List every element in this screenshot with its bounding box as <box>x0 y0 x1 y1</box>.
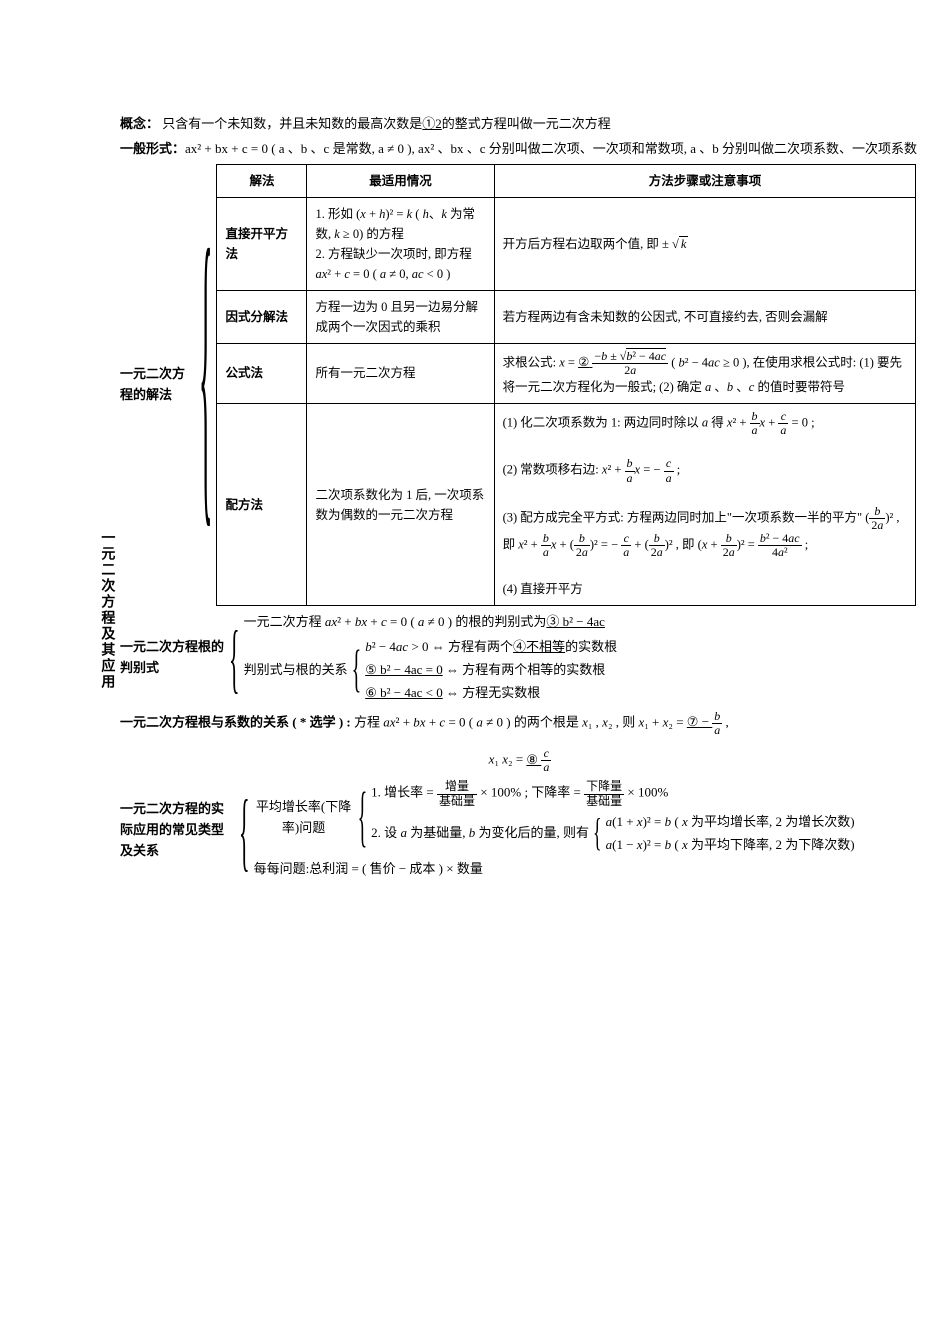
th-method: 解法 <box>217 164 307 197</box>
method-1-name: 直接开平方法 <box>217 197 307 290</box>
method-2-name: 因式分解法 <box>217 290 307 343</box>
growth-2b: a(1 − x)² = b ( x 为平均下降率, 2 为下降次数) <box>606 835 855 856</box>
general-form-text: ax² + bx + c = 0 ( a 、b 、c 是常数, a ≠ 0 ),… <box>185 141 917 156</box>
th-steps: 方法步骤或注意事项 <box>494 164 916 197</box>
rel-2: ⑤ b² − 4ac = 0 ⇔ 方程有两个相等的实数根 <box>365 660 617 681</box>
general-form-row: 一般形式：ax² + bx + c = 0 ( a 、b 、c 是常数, a ≠… <box>120 139 920 160</box>
table-row: 直接开平方法 1. 形如 (x + h)² = k ( h、k 为常数, k ≥… <box>217 197 916 290</box>
rel-1: b² − 4ac > 0 ⇔ 方程有两个④不相等的实数根 <box>365 637 617 658</box>
table-row: 配方法 二次项系数化为 1 后, 一次项系数为偶数的一元二次方程 (1) 化二次… <box>217 403 916 606</box>
blank-2: ② −b ± √b² − 4ac2a <box>578 355 668 369</box>
method-3-name: 公式法 <box>217 343 307 403</box>
th-situation: 最适用情况 <box>307 164 494 197</box>
disc-relations: 判别式与根的关系 { b² − 4ac > 0 ⇔ 方程有两个④不相等的实数根 … <box>244 635 618 705</box>
brace-icon: { <box>239 760 250 901</box>
application-block: 一元二次方程的实际应用的常见类型及关系 { 平均增长率(下降率)问题 { 1. … <box>120 778 920 882</box>
solving-block: 一元二次方程的解法 { 解法 最适用情况 方法步骤或注意事项 直接开平方法 1.… <box>120 164 920 607</box>
disc-line-1: 一元二次方程 ax² + bx + c = 0 ( a ≠ 0 ) 的根的判别式… <box>244 612 618 633</box>
method-4-name: 配方法 <box>217 403 307 606</box>
concept-label: 概念： <box>120 116 159 131</box>
method-4-sit: 二次项系数化为 1 后, 一次项系数为偶数的一元二次方程 <box>307 403 494 606</box>
discriminant-body: 一元二次方程 ax² + bx + c = 0 ( a ≠ 0 ) 的根的判别式… <box>244 610 618 705</box>
blank-1: ①2 <box>422 116 442 131</box>
table-header-row: 解法 最适用情况 方法步骤或注意事项 <box>217 164 916 197</box>
brace-icon: { <box>358 763 368 872</box>
vertical-title: 一元二次方程及其应用 <box>95 530 117 690</box>
application-label: 一元二次方程的实际应用的常见类型及关系 <box>120 799 235 861</box>
application-body: 平均增长率(下降率)问题 { 1. 增长率 = 增量基础量 × 100% ; 下… <box>254 778 855 882</box>
brace-icon: { <box>199 217 212 553</box>
each-line: 每每问题:总利润 = ( 售价 − 成本 ) × 数量 <box>254 859 855 880</box>
concept-row: 概念： 只含有一个未知数，并且未知数的最高次数是①2的整式方程叫做一元二次方程 <box>120 114 920 135</box>
growth-label: 平均增长率(下降率)问题 <box>254 797 354 839</box>
brace-icon: { <box>593 802 602 865</box>
method-2-sit: 方程一边为 0 且另一边易分解成两个一次因式的乘积 <box>307 290 494 343</box>
method-1-steps: 开方后方程右边取两个值, 即 ± √k <box>494 197 916 290</box>
solving-label: 一元二次方程的解法 <box>120 364 195 406</box>
rel-3: ⑥ b² − 4ac < 0 ⇔ 方程无实数根 <box>365 683 617 704</box>
blank-5: ⑤ b² − 4ac = 0 <box>365 662 443 677</box>
growth-sub: a(1 + x)² = b ( x 为平均增长率, 2 为增长次数) a(1 −… <box>606 810 855 858</box>
growth-lines: 1. 增长率 = 增量基础量 × 100% ; 下降率 = 下降量基础量 × 1… <box>371 778 854 857</box>
blank-3: ③ b² − 4ac <box>546 614 605 629</box>
concept-pre: 只含有一个未知数，并且未知数的最高次数是 <box>162 116 422 131</box>
blank-8: ⑧ ca <box>526 752 551 767</box>
growth-line-1: 1. 增长率 = 增量基础量 × 100% ; 下降率 = 下降量基础量 × 1… <box>371 780 854 807</box>
growth-line-2: 2. 设 a 为基础量, b 为变化后的量, 则有 { a(1 + x)² = … <box>371 810 854 858</box>
blank-6: ⑥ b² − 4ac < 0 <box>365 685 443 700</box>
brace-icon: { <box>229 596 240 719</box>
method-3-steps: 求根公式: x = ② −b ± √b² − 4ac2a ( b² − 4ac … <box>494 343 916 403</box>
growth-block: 平均增长率(下降率)问题 { 1. 增长率 = 增量基础量 × 100% ; 下… <box>254 778 855 857</box>
blank-7: ⑦ − ba <box>687 714 723 729</box>
each-text: 总利润 = ( 售价 − 成本 ) × 数量 <box>309 861 483 876</box>
method-2-steps: 若方程两边有含未知数的公因式, 不可直接约去, 否则会漏解 <box>494 290 916 343</box>
disc-rel-label: 判别式与根的关系 <box>244 660 348 681</box>
general-form-label: 一般形式： <box>120 141 185 156</box>
method-4-steps: (1) 化二次项系数为 1: 两边同时除以 a 得 x² + bax + ca … <box>494 403 916 606</box>
main-content: 概念： 只含有一个未知数，并且未知数的最高次数是①2的整式方程叫做一元二次方程 … <box>120 114 920 882</box>
growth-2a: a(1 + x)² = b ( x 为平均增长率, 2 为增长次数) <box>606 812 855 833</box>
brace-icon: { <box>352 629 362 712</box>
discriminant-label: 一元二次方程根的判别式 <box>120 637 225 679</box>
table-row: 公式法 所有一元二次方程 求根公式: x = ② −b ± √b² − 4ac2… <box>217 343 916 403</box>
each-label: 每每问题: <box>254 861 310 876</box>
method-3-sit: 所有一元二次方程 <box>307 343 494 403</box>
blank-4: ④不相等 <box>513 639 565 654</box>
discriminant-block: 一元二次方程根的判别式 { 一元二次方程 ax² + bx + c = 0 ( … <box>120 610 920 705</box>
methods-table: 解法 最适用情况 方法步骤或注意事项 直接开平方法 1. 形如 (x + h)²… <box>216 164 916 607</box>
method-1-sit: 1. 形如 (x + h)² = k ( h、k 为常数, k ≥ 0) 的方程… <box>307 197 494 290</box>
table-row: 因式分解法 方程一边为 0 且另一边易分解成两个一次因式的乘积 若方程两边有含未… <box>217 290 916 343</box>
concept-post: 的整式方程叫做一元二次方程 <box>442 116 611 131</box>
disc-rel-lines: b² − 4ac > 0 ⇔ 方程有两个④不相等的实数根 ⑤ b² − 4ac … <box>365 635 617 705</box>
